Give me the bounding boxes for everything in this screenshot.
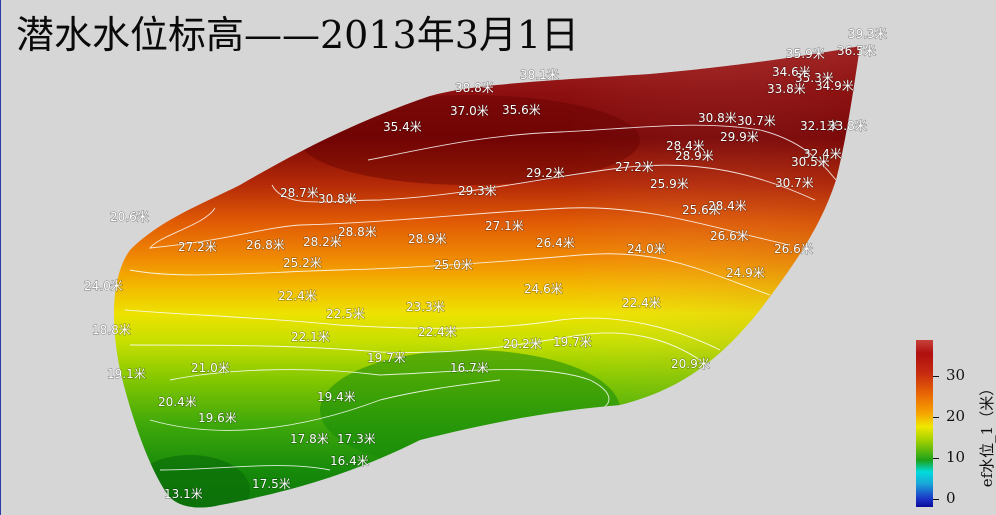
water-level-label: 30.7米 — [775, 176, 814, 190]
water-level-label: 33.8米 — [767, 82, 806, 96]
water-level-label: 35.6米 — [502, 103, 541, 117]
legend-tick-label: 10 — [946, 448, 966, 466]
water-level-label: 22.1米 — [291, 330, 330, 344]
water-level-label: 26.4米 — [536, 236, 575, 250]
water-level-label: 29.3米 — [458, 184, 497, 198]
water-level-label: 32.4米 — [803, 147, 842, 161]
legend-tick — [933, 376, 939, 377]
water-level-label: 22.5米 — [326, 307, 365, 321]
water-level-label: 28.9米 — [408, 232, 447, 246]
legend-tick-label: 30 — [946, 366, 966, 384]
water-level-label: 34.9米 — [815, 79, 854, 93]
water-level-label: 30.7米 — [737, 114, 776, 128]
water-level-label: 26.6米 — [774, 242, 813, 256]
water-level-label: 22.4米 — [278, 289, 317, 303]
window-left-edge — [0, 0, 1, 515]
water-level-label: 13.1米 — [164, 487, 203, 501]
water-level-label: 19.7米 — [367, 351, 406, 365]
legend-title: ef水位_1（米） — [978, 380, 996, 488]
water-level-label: 22.4米 — [418, 325, 457, 339]
water-level-label: 37.0米 — [450, 104, 489, 118]
water-level-label: 28.7米 — [280, 186, 319, 200]
water-level-label: 38.8米 — [455, 81, 494, 95]
water-level-label: 30.8米 — [318, 192, 357, 206]
legend-tick-label: 0 — [946, 489, 956, 507]
water-level-label: 24.0米 — [84, 279, 123, 293]
water-level-label: 16.4米 — [330, 454, 369, 468]
water-level-label: 30.5米 — [791, 155, 830, 169]
water-level-label: 20.9米 — [671, 357, 710, 371]
water-level-label: 26.6米 — [710, 229, 749, 243]
contour-lines — [124, 124, 837, 471]
water-level-label: 35.4米 — [383, 120, 422, 134]
water-level-label: 25.0米 — [434, 258, 473, 272]
water-level-label: 27.2米 — [615, 160, 654, 174]
legend-tick-label: 20 — [946, 407, 966, 425]
water-level-label: 35.3米 — [795, 71, 834, 85]
water-level-label: 16.7米 — [450, 361, 489, 375]
water-level-label: 17.8米 — [290, 432, 329, 446]
water-level-label: 28.8米 — [338, 225, 377, 239]
water-level-label: 38.1米 — [520, 68, 559, 82]
water-level-label: 20.4米 — [158, 395, 197, 409]
water-level-label: 29.9米 — [720, 130, 759, 144]
water-level-label: 20.2米 — [503, 337, 542, 351]
water-level-label: 19.7米 — [553, 335, 592, 349]
water-level-label: 17.3米 — [337, 432, 376, 446]
water-level-label: 39.3米 — [848, 27, 887, 41]
legend-tick — [933, 417, 939, 418]
water-level-label: 28.4米 — [708, 199, 747, 213]
water-level-label: 24.0米 — [627, 242, 666, 256]
water-level-label: 23.3米 — [406, 300, 445, 314]
water-level-label: 33.8米 — [828, 119, 867, 133]
water-level-label: 35.9米 — [786, 47, 825, 61]
color-legend: 30 20 10 0 ef水位_1（米） — [916, 340, 996, 512]
legend-tick — [933, 458, 939, 459]
water-level-label: 20.6米 — [110, 210, 149, 224]
water-level-label: 28.4米 — [666, 139, 705, 153]
water-level-label: 24.9米 — [726, 266, 765, 280]
water-level-label: 21.0米 — [191, 361, 230, 375]
water-level-label: 25.9米 — [650, 177, 689, 191]
water-level-label: 28.2米 — [303, 235, 342, 249]
water-level-label: 22.4米 — [622, 296, 661, 310]
water-level-label: 28.9米 — [675, 149, 714, 163]
water-level-label: 30.8米 — [698, 111, 737, 125]
water-level-label: 24.6米 — [524, 282, 563, 296]
water-level-label: 25.2米 — [283, 256, 322, 270]
legend-color-bar — [916, 340, 933, 507]
legend-tick — [933, 499, 939, 500]
water-level-label: 32.1米 — [800, 119, 839, 133]
water-level-label: 17.5米 — [252, 477, 291, 491]
water-level-label: 18.8米 — [92, 323, 131, 337]
map-title: 潜水水位标高——2013年3月1日 — [16, 13, 580, 57]
water-level-label: 36.5米 — [837, 44, 876, 58]
water-level-label: 34.6米 — [772, 65, 811, 79]
water-level-label: 25.6米 — [682, 203, 721, 217]
water-level-label: 26.8米 — [246, 238, 285, 252]
water-level-label: 19.4米 — [317, 390, 356, 404]
water-level-label: 27.1米 — [485, 219, 524, 233]
water-level-label: 19.1米 — [107, 367, 146, 381]
water-level-label: 29.2米 — [526, 166, 565, 180]
water-level-label: 19.6米 — [198, 411, 237, 425]
water-level-label: 27.2米 — [178, 240, 217, 254]
